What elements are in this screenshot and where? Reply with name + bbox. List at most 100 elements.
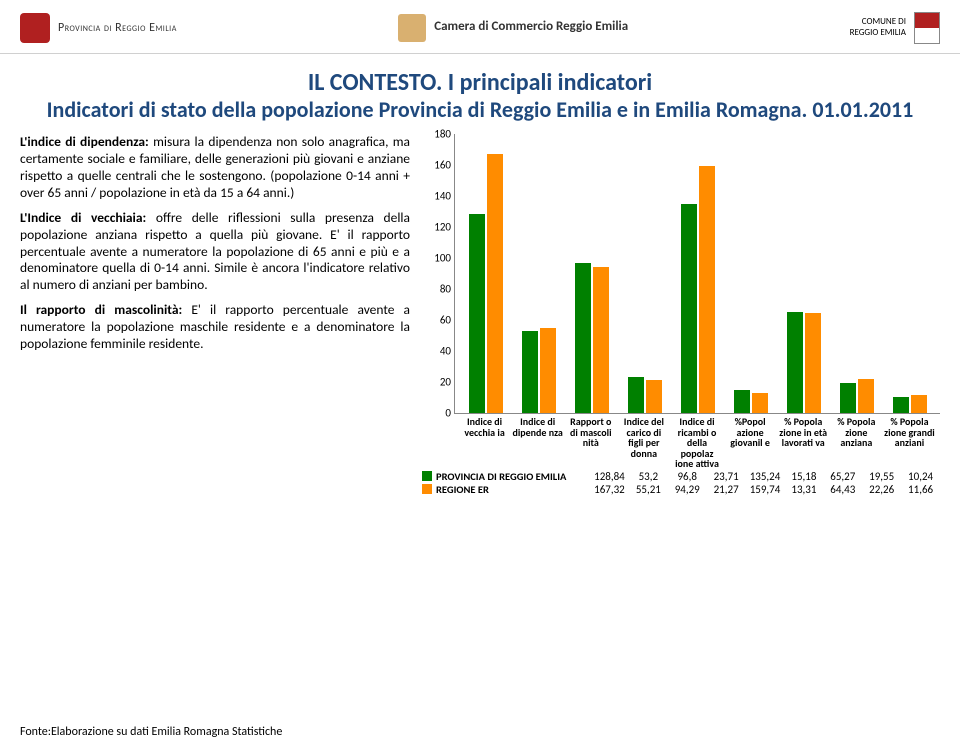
bar [522, 331, 538, 413]
y-tick-label: 180 [423, 128, 451, 141]
y-tick-label: 80 [423, 283, 451, 296]
bar-group [830, 134, 883, 413]
bar-chart: 020406080100120140160180 Indice di vecch… [420, 134, 940, 496]
bar-group [777, 134, 830, 413]
x-axis-labels: Indice di vecchia iaIndice di dipende nz… [454, 414, 940, 470]
x-axis-label: Indice del carico di figli per donna [617, 414, 670, 470]
header-right: COMUNE DI REGGIO EMILIA [850, 12, 940, 44]
bar [787, 312, 803, 413]
bar-group [459, 134, 512, 413]
x-axis-label: Indice di vecchia ia [458, 414, 511, 470]
bar [734, 390, 750, 414]
legend-label-cell: REGIONE ER [420, 483, 590, 496]
content-row: L'indice di dipendenza: misura la dipend… [0, 130, 960, 496]
bar-group [724, 134, 777, 413]
y-tick-label: 160 [423, 159, 451, 172]
header-left: Provincia di Reggio Emilia [20, 13, 177, 43]
legend-value-cell: 23,71 [707, 470, 746, 483]
bar [699, 166, 715, 414]
legend-values: 167,3255,2194,2921,27159,7413,3164,4322,… [590, 483, 940, 496]
y-tick-label: 40 [423, 345, 451, 358]
bar [911, 395, 927, 413]
chart-column: 020406080100120140160180 Indice di vecch… [420, 134, 940, 496]
legend-value-cell: 167,32 [590, 483, 629, 496]
legend-row: PROVINCIA DI REGGIO EMILIA 128,8453,296,8… [420, 470, 940, 483]
term-dipendenza: L'indice di dipendenza: [20, 133, 149, 150]
legend-value-cell: 55,21 [629, 483, 668, 496]
legend-swatch-icon [422, 484, 432, 494]
x-axis-label: Rapport o di mascoli nità [564, 414, 617, 470]
legend-value-cell: 19,55 [862, 470, 901, 483]
plot-area: 020406080100120140160180 [454, 134, 940, 414]
term-mascolinita: Il rapporto di mascolinità: [20, 301, 182, 318]
legend-value-cell: 15,18 [784, 470, 823, 483]
camera-label: Camera di Commercio Reggio Emilia [434, 20, 628, 34]
camera-logo-icon [398, 14, 426, 42]
paragraph-3: Il rapporto di mascolinità: E' il rappor… [20, 302, 410, 353]
legend-series-name: REGIONE ER [436, 483, 489, 496]
legend-swatch-icon [422, 471, 432, 481]
legend-value-cell: 53,2 [629, 470, 668, 483]
bar [487, 154, 503, 413]
bar-group [671, 134, 724, 413]
page-header: Provincia di Reggio Emilia Camera di Com… [0, 0, 960, 54]
provincia-logo-icon [20, 13, 50, 43]
y-tick-label: 100 [423, 252, 451, 265]
legend-values: 128,8453,296,823,71135,2415,1865,2719,55… [590, 470, 940, 483]
x-axis-label: % Popola zione anziana [830, 414, 883, 470]
title-line-1: IL CONTESTO. I principali indicatori [40, 68, 920, 97]
bar [752, 393, 768, 414]
bar [628, 377, 644, 414]
bar [805, 313, 821, 413]
legend-value-cell: 13,31 [784, 483, 823, 496]
bar [469, 214, 485, 414]
x-axis-label: % Popola zione in età lavorati va [777, 414, 830, 470]
comune-label: COMUNE DI REGGIO EMILIA [850, 17, 906, 39]
x-axis-label: % Popola zione grandi anziani [883, 414, 936, 470]
comune-shield-icon [914, 12, 940, 44]
y-tick-label: 60 [423, 314, 451, 327]
legend-label-cell: PROVINCIA DI REGGIO EMILIA [420, 470, 590, 483]
x-axis-label: %Popol azione giovanil e [724, 414, 777, 470]
bar [575, 263, 591, 413]
legend-value-cell: 65,27 [823, 470, 862, 483]
legend-value-cell: 11,66 [901, 483, 940, 496]
legend-value-cell: 128,84 [590, 470, 629, 483]
legend-value-cell: 21,27 [707, 483, 746, 496]
x-axis-label: Indice di ricambi o della popolaz ione a… [670, 414, 723, 470]
description-text: L'indice di dipendenza: misura la dipend… [20, 134, 410, 496]
legend-value-cell: 64,43 [823, 483, 862, 496]
legend-series-name: PROVINCIA DI REGGIO EMILIA [436, 470, 566, 483]
y-tick-label: 140 [423, 190, 451, 203]
paragraph-2: L'Indice di vecchiaia: offre delle rifle… [20, 210, 410, 294]
bar [646, 380, 662, 413]
legend-row: REGIONE ER 167,3255,2194,2921,27159,7413,… [420, 483, 940, 496]
chart-data-table: PROVINCIA DI REGGIO EMILIA 128,8453,296,8… [420, 470, 940, 496]
bar [858, 379, 874, 414]
y-tick-label: 20 [423, 376, 451, 389]
bar-group [618, 134, 671, 413]
y-tick-label: 120 [423, 221, 451, 234]
title-line-2: Indicatori di stato della popolazione Pr… [40, 97, 920, 122]
header-center: Camera di Commercio Reggio Emilia [398, 14, 628, 42]
bar-group [565, 134, 618, 413]
bar [540, 328, 556, 414]
paragraph-1: L'indice di dipendenza: misura la dipend… [20, 134, 410, 202]
bar [893, 397, 909, 413]
legend-value-cell: 22,26 [862, 483, 901, 496]
legend-value-cell: 96,8 [668, 470, 707, 483]
title-block: IL CONTESTO. I principali indicatori Ind… [0, 54, 960, 130]
term-vecchiaia: L'Indice di vecchiaia: [20, 209, 146, 226]
legend-value-cell: 94,29 [668, 483, 707, 496]
bar [681, 204, 697, 414]
bar [593, 267, 609, 413]
provincia-label: Provincia di Reggio Emilia [58, 21, 177, 35]
footer-source: Fonte:Elaborazione su dati Emilia Romagn… [20, 725, 282, 739]
y-tick-label: 0 [423, 407, 451, 420]
legend-value-cell: 159,74 [746, 483, 785, 496]
legend-value-cell: 135,24 [746, 470, 785, 483]
bar-group [512, 134, 565, 413]
x-axis-label: Indice di dipende nza [511, 414, 564, 470]
bar [840, 383, 856, 413]
legend-value-cell: 10,24 [901, 470, 940, 483]
